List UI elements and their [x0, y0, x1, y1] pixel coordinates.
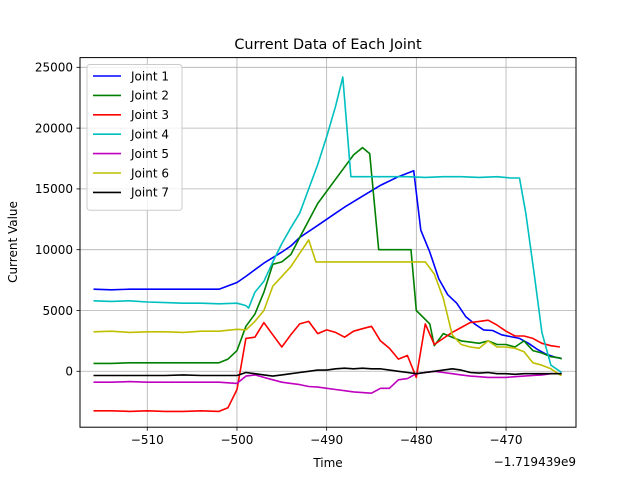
x-tick-label: −500 [220, 433, 253, 447]
y-tick-label: 20000 [35, 121, 73, 135]
legend-label-joint-2: Joint 2 [130, 89, 169, 103]
legend: Joint 1 Joint 2 Joint 3 Joint 4 Joint 5 Joint… [86, 64, 183, 211]
x-tick-label: −490 [310, 433, 343, 447]
x-offset-label: −1.719439e9 [494, 455, 576, 469]
series-line-joint-7 [93, 367, 562, 377]
x-axis-label: Time [312, 456, 342, 470]
series-line-joint-6 [93, 239, 562, 377]
series-line-joint-3 [93, 319, 561, 413]
series-line-joint-2 [93, 146, 563, 365]
y-axis: 0 5000 10000 15000 20000 25000 [35, 61, 80, 379]
y-axis-label: Current Value [6, 201, 20, 283]
legend-label-joint-5: Joint 5 [130, 147, 169, 161]
y-tick-label: 0 [65, 365, 73, 379]
series-line-joint-1 [93, 169, 562, 360]
plot-frame [79, 57, 577, 428]
x-tick-label: −470 [490, 433, 523, 447]
y-tick-label: 10000 [35, 243, 73, 257]
x-tick-label: −480 [400, 433, 433, 447]
legend-label-joint-1: Joint 1 [130, 69, 169, 83]
legend-label-joint-6: Joint 6 [130, 166, 169, 180]
y-tick-label: 5000 [42, 304, 73, 318]
legend-label-joint-4: Joint 4 [130, 128, 169, 142]
series-line-joint-4 [93, 76, 563, 374]
chart-title: Current Data of Each Joint [234, 37, 422, 53]
y-tick-label: 25000 [35, 61, 73, 75]
legend-box [86, 64, 183, 211]
series-layer [93, 76, 563, 413]
x-tick-label: −510 [131, 433, 164, 447]
x-axis: −510 −500 −490 −480 −470 [131, 427, 523, 447]
series-line-joint-5 [93, 370, 562, 395]
legend-label-joint-3: Joint 3 [130, 108, 169, 122]
y-tick-label: 15000 [35, 182, 73, 196]
legend-label-joint-7: Joint 7 [130, 186, 169, 200]
